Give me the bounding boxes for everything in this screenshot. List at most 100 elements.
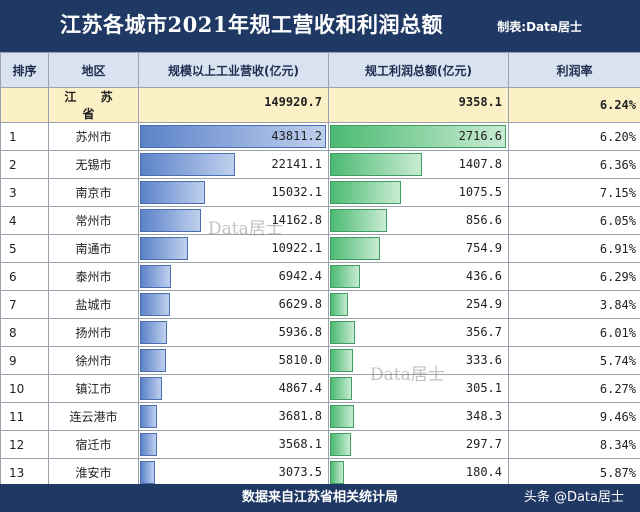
rank-cell: 5	[0, 234, 49, 263]
rate-cell: 9.46%	[508, 402, 640, 431]
rate-cell: 6.91%	[508, 234, 640, 263]
profit-cell: 305.1	[328, 374, 509, 403]
total-revenue-cell: 149920.7	[138, 87, 329, 123]
city-name: 南京市	[48, 178, 139, 207]
revenue-cell: 5810.0	[138, 346, 329, 375]
revenue-bar	[140, 321, 167, 344]
revenue-bar	[140, 265, 171, 288]
revenue-cell: 3073.5	[138, 458, 329, 487]
revenue-bar	[140, 377, 162, 400]
revenue-cell: 5936.8	[138, 318, 329, 347]
revenue-bar	[140, 181, 205, 204]
rate-cell: 8.34%	[508, 430, 640, 459]
rank-cell: 13	[0, 458, 49, 487]
profit-cell: 1075.5	[328, 178, 509, 207]
table-row: 3 南京市 15032.1 1075.5 7.15%	[0, 178, 640, 207]
rank-cell: 12	[0, 430, 49, 459]
total-profit-cell: 9358.1	[328, 87, 509, 123]
profit-cell: 754.9	[328, 234, 509, 263]
revenue-value: 15032.1	[271, 185, 322, 199]
profit-bar	[330, 433, 351, 456]
table-row: 9 徐州市 5810.0 333.6 5.74%	[0, 346, 640, 375]
profit-bar	[330, 265, 360, 288]
profit-cell: 1407.8	[328, 150, 509, 179]
rank-cell: 2	[0, 150, 49, 179]
revenue-bar	[140, 153, 235, 176]
revenue-cell: 43811.2	[138, 122, 329, 151]
rank-cell: 6	[0, 262, 49, 291]
revenue-cell: 10922.1	[138, 234, 329, 263]
profit-bar	[330, 125, 506, 148]
revenue-value: 3681.8	[278, 409, 322, 423]
table-row: 12 宿迁市 3568.1 297.7 8.34%	[0, 430, 640, 459]
revenue-bar	[140, 405, 157, 428]
revenue-bar	[140, 125, 326, 148]
revenue-bar	[140, 209, 201, 232]
rank-cell: 1	[0, 122, 49, 151]
revenue-cell: 6629.8	[138, 290, 329, 319]
profit-bar	[330, 377, 352, 400]
city-name: 盐城市	[48, 290, 139, 319]
revenue-value: 3073.5	[278, 465, 322, 479]
city-name: 淮安市	[48, 458, 139, 487]
profit-cell: 356.7	[328, 318, 509, 347]
city-name: 宿迁市	[48, 430, 139, 459]
profit-bar	[330, 237, 380, 260]
profit-cell: 297.7	[328, 430, 509, 459]
author-handle: 头条 @Data居士	[523, 490, 624, 505]
rate-cell: 7.15%	[508, 178, 640, 207]
page-title: 江苏各城市2021年规工营收和利润总额	[60, 12, 443, 37]
revenue-cell: 14162.8	[138, 206, 329, 235]
col-header-region: 地区	[48, 52, 139, 88]
table-row: 10 镇江市 4867.4 305.1 6.27%	[0, 374, 640, 403]
revenue-value: 43811.2	[271, 129, 322, 143]
profit-cell: 333.6	[328, 346, 509, 375]
col-header-rate: 利润率	[508, 52, 640, 88]
table-row: 11 连云港市 3681.8 348.3 9.46%	[0, 402, 640, 431]
rate-cell: 3.84%	[508, 290, 640, 319]
city-name: 南通市	[48, 234, 139, 263]
table-row: 1 苏州市 43811.2 2716.6 6.20%	[0, 122, 640, 151]
profit-value: 180.4	[465, 465, 502, 479]
profit-value: 305.1	[465, 381, 502, 395]
revenue-value: 3568.1	[278, 437, 322, 451]
profit-value: 2716.6	[458, 129, 502, 143]
credit-label: 制表:Data居士	[497, 20, 582, 34]
profit-cell: 254.9	[328, 290, 509, 319]
table-row: 2 无锡市 22141.1 1407.8 6.36%	[0, 150, 640, 179]
revenue-bar	[140, 433, 157, 456]
city-name: 徐州市	[48, 346, 139, 375]
revenue-value: 4867.4	[278, 381, 322, 395]
profit-bar	[330, 181, 401, 204]
revenue-value: 6942.4	[278, 269, 322, 283]
rate-cell: 5.74%	[508, 346, 640, 375]
city-name: 扬州市	[48, 318, 139, 347]
table-row: 6 泰州市 6942.4 436.6 6.29%	[0, 262, 640, 291]
rank-cell: 8	[0, 318, 49, 347]
rate-cell: 6.05%	[508, 206, 640, 235]
table-row: 13 淮安市 3073.5 180.4 5.87%	[0, 458, 640, 487]
profit-cell: 436.6	[328, 262, 509, 291]
profit-bar	[330, 461, 344, 484]
rank-cell: 10	[0, 374, 49, 403]
total-name: 江 苏 省	[48, 87, 139, 123]
revenue-cell: 3681.8	[138, 402, 329, 431]
profit-bar	[330, 349, 353, 372]
total-revenue: 149920.7	[264, 95, 322, 109]
revenue-bar	[140, 349, 166, 372]
profit-value: 333.6	[465, 353, 502, 367]
rank-cell: 7	[0, 290, 49, 319]
source-note: 数据来自江苏省相关统计局	[241, 490, 398, 505]
revenue-value: 14162.8	[271, 213, 322, 227]
revenue-value: 6629.8	[278, 297, 322, 311]
revenue-value: 5810.0	[278, 353, 322, 367]
profit-cell: 2716.6	[328, 122, 509, 151]
revenue-value: 5936.8	[278, 325, 322, 339]
profit-value: 1075.5	[458, 185, 502, 199]
rank-cell: 4	[0, 206, 49, 235]
city-name: 连云港市	[48, 402, 139, 431]
revenue-cell: 15032.1	[138, 178, 329, 207]
table-row: 5 南通市 10922.1 754.9 6.91%	[0, 234, 640, 263]
title-bar: 江苏各城市2021年规工营收和利润总额 制表:Data居士	[0, 0, 640, 52]
profit-bar	[330, 405, 354, 428]
